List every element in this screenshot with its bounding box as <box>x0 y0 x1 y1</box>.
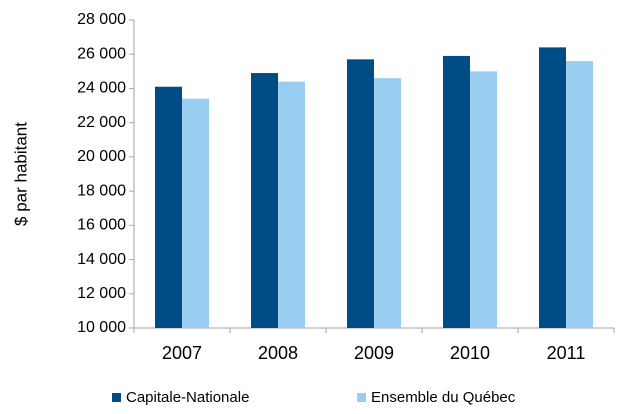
bar <box>278 81 305 328</box>
x-tick-label: 2007 <box>162 343 202 363</box>
bar <box>566 61 593 329</box>
y-tick-label: 14 000 <box>77 251 126 268</box>
y-tick-label: 18 000 <box>77 182 126 199</box>
y-tick-label: 10 000 <box>77 319 126 336</box>
y-tick-label: 12 000 <box>77 285 126 302</box>
legend-swatch <box>357 393 366 402</box>
y-tick-label: 24 000 <box>77 80 126 97</box>
bar <box>251 73 278 329</box>
bar <box>155 86 182 328</box>
x-tick-label: 2009 <box>354 343 394 363</box>
y-tick-label: 22 000 <box>77 114 126 131</box>
y-tick-label: 28 000 <box>77 11 126 28</box>
y-tick-label: 26 000 <box>77 45 126 62</box>
y-axis-label: $ par habitant <box>11 122 30 226</box>
bar <box>443 55 470 328</box>
bar <box>539 47 566 328</box>
bar <box>374 78 401 328</box>
x-tick-label: 2008 <box>258 343 298 363</box>
bar <box>470 71 497 328</box>
y-tick-label: 20 000 <box>77 148 126 165</box>
bar <box>182 98 209 328</box>
x-tick-label: 2010 <box>450 343 490 363</box>
x-tick-label: 2011 <box>547 343 586 363</box>
legend-label: Capitale-Nationale <box>126 389 249 406</box>
legend-swatch <box>112 393 121 402</box>
legend-label: Ensemble du Québec <box>371 389 516 406</box>
bar <box>347 59 374 328</box>
y-tick-label: 16 000 <box>77 217 126 234</box>
